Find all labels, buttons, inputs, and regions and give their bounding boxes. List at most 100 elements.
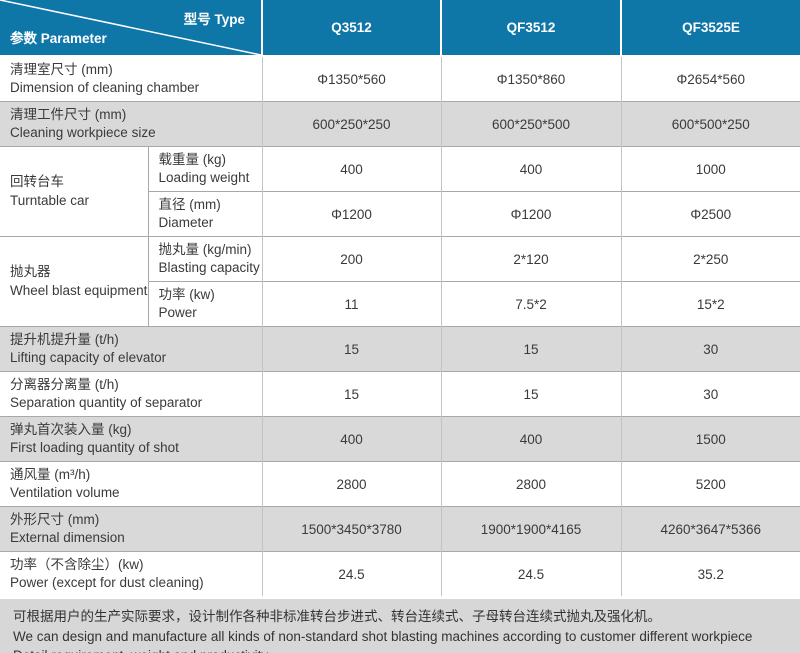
param-sublabel-cell: 抛丸量 (kg/min) Blasting capacity: [147, 236, 262, 282]
row-workpiece-size: 清理工件尺寸 (mm) Cleaning workpiece size 600*…: [0, 101, 800, 147]
spec-value-cell: 600*500*250: [620, 101, 800, 147]
param-sublabel-zh: 抛丸量 (kg/min): [158, 241, 252, 257]
spec-value-cell: 400: [261, 416, 441, 462]
spec-value-cell: Φ1200: [261, 191, 441, 237]
spec-value-cell: 400: [440, 146, 621, 192]
spec-value-cell: 1000: [620, 146, 800, 192]
row-blast-capacity: 抛丸器 Wheel blast equipment 抛丸量 (kg/min) B…: [0, 236, 800, 327]
table-corner-cell: 型号 Type 参数 Parameter: [0, 0, 263, 57]
param-sublabel-zh: 功率 (kw): [158, 286, 215, 302]
param-label-cell: 弹丸首次装入量 (kg) First loading quantity of s…: [0, 416, 262, 462]
spec-value-cell: 7.5*2: [440, 281, 621, 327]
param-label-en: External dimension: [10, 530, 125, 545]
table-header: 型号 Type 参数 Parameter Q3512 QF3512 QF3525…: [0, 0, 800, 57]
spec-value-cell: 200: [261, 236, 441, 282]
param-group-en: Wheel blast equipment: [10, 282, 148, 298]
param-label-en: Ventilation volume: [10, 485, 120, 500]
spec-value-cell: Φ1200: [440, 191, 621, 237]
spec-value-cell: 30: [620, 326, 800, 372]
row-separator-quantity: 分离器分离量 (t/h) Separation quantity of sepa…: [0, 371, 800, 417]
row-total-power: 功率（不含除尘）(kw) Power (except for dust clea…: [0, 551, 800, 596]
param-group-cell-turntable: 回转台车 Turntable car: [0, 146, 148, 237]
header-row: 型号 Type 参数 Parameter Q3512 QF3512 QF3525…: [0, 0, 800, 57]
param-label-zh: 弹丸首次装入量 (kg): [10, 421, 132, 437]
spec-value-cell: 24.5: [261, 551, 441, 596]
param-label-en: Cleaning workpiece size: [10, 125, 156, 140]
spec-value-cell: 600*250*250: [261, 101, 441, 147]
spec-value-cell: 2*250: [620, 236, 800, 282]
model-column-header-qf3525e: QF3525E: [621, 0, 800, 57]
param-group-cell-wheel-blast: 抛丸器 Wheel blast equipment: [0, 236, 148, 327]
param-label-cell: 提升机提升量 (t/h) Lifting capacity of elevato…: [0, 326, 262, 372]
param-sublabel-zh: 载重量 (kg): [158, 151, 227, 167]
spec-value-cell: 11: [261, 281, 441, 327]
spec-value-cell: 1500: [620, 416, 800, 462]
footer-note-en-2: Detail requirement, weight and productiv…: [13, 646, 787, 653]
spec-value-cell: Φ1350*860: [440, 56, 621, 102]
spec-value-cell: 400: [261, 146, 441, 192]
footer-note: 可根据用户的生产实际要求，设计制作各种非标准转台步进式、转台连续式、子母转台连续…: [0, 599, 800, 653]
row-cleaning-chamber: 清理室尺寸 (mm) Dimension of cleaning chamber…: [0, 56, 800, 102]
model-column-header-qf3512: QF3512: [441, 0, 622, 57]
param-label-zh: 通风量 (m³/h): [10, 466, 91, 482]
param-sublabel-en: Blasting capacity: [158, 260, 260, 275]
param-sublabel-en: Power: [158, 305, 197, 320]
spec-value-cell: 600*250*500: [440, 101, 621, 147]
spec-value-cell: 30: [620, 371, 800, 417]
specifications-table: 型号 Type 参数 Parameter Q3512 QF3512 QF3525…: [0, 0, 800, 596]
table-body: 清理室尺寸 (mm) Dimension of cleaning chamber…: [0, 56, 800, 596]
row-external-dimension: 外形尺寸 (mm) External dimension 1500*3450*3…: [0, 506, 800, 552]
model-column-header-q3512: Q3512: [262, 0, 442, 57]
param-label-cell: 通风量 (m³/h) Ventilation volume: [0, 461, 262, 507]
spec-value-cell: 24.5: [440, 551, 621, 596]
param-group-en: Turntable car: [10, 192, 90, 208]
param-sublabel-en: Diameter: [158, 215, 214, 230]
spec-value-cell: 15*2: [620, 281, 800, 327]
spec-value-cell: Φ2500: [620, 191, 800, 237]
parameter-header-label: 参数 Parameter: [10, 31, 107, 46]
spec-value-cell: 1900*1900*4165: [440, 506, 621, 552]
row-ventilation-volume: 通风量 (m³/h) Ventilation volume 2800 2800 …: [0, 461, 800, 507]
spec-value-cell: 15: [261, 371, 441, 417]
param-label-zh: 功率（不含除尘）(kw): [10, 556, 144, 572]
param-label-en: Power (except for dust cleaning): [10, 575, 204, 590]
param-label-zh: 清理工件尺寸 (mm): [10, 106, 127, 122]
row-blast-power: 功率 (kw) Power 11 7.5*2 15*2: [0, 281, 800, 327]
spec-value-cell: 4260*3647*5366: [620, 506, 800, 552]
diagonal-divider: [0, 0, 261, 55]
param-sublabel-zh: 直径 (mm): [158, 196, 221, 212]
spec-value-cell: 15: [440, 326, 621, 372]
param-label-zh: 清理室尺寸 (mm): [10, 61, 113, 77]
footer-note-en-1: We can design and manufacture all kinds …: [13, 628, 753, 644]
param-sublabel-en: Loading weight: [158, 170, 250, 185]
param-label-zh: 外形尺寸 (mm): [10, 511, 100, 527]
footer-note-zh: 可根据用户的生产实际要求，设计制作各种非标准转台步进式、转台连续式、子母转台连续…: [13, 609, 661, 624]
spec-value-cell: 2800: [261, 461, 441, 507]
spec-value-cell: 15: [440, 371, 621, 417]
spec-value-cell: 400: [440, 416, 621, 462]
spec-value-cell: 35.2: [620, 551, 800, 596]
param-label-cell: 清理工件尺寸 (mm) Cleaning workpiece size: [0, 101, 262, 147]
param-label-cell: 分离器分离量 (t/h) Separation quantity of sepa…: [0, 371, 262, 417]
spec-value-cell: 2800: [440, 461, 621, 507]
row-turntable-loading-weight: 回转台车 Turntable car 载重量 (kg) Loading weig…: [0, 146, 800, 237]
spec-value-cell: Φ2654*560: [620, 56, 800, 102]
param-label-cell: 功率（不含除尘）(kw) Power (except for dust clea…: [0, 551, 262, 596]
param-label-en: Separation quantity of separator: [10, 395, 203, 410]
param-label-zh: 提升机提升量 (t/h): [10, 331, 119, 347]
param-label-en: Lifting capacity of elevator: [10, 350, 167, 365]
spec-value-cell: 5200: [620, 461, 800, 507]
spec-value-cell: 15: [261, 326, 441, 372]
spec-value-cell: 2*120: [440, 236, 621, 282]
row-elevator-capacity: 提升机提升量 (t/h) Lifting capacity of elevato…: [0, 326, 800, 372]
param-label-en: Dimension of cleaning chamber: [10, 80, 200, 95]
spec-value-cell: 1500*3450*3780: [261, 506, 441, 552]
param-sublabel-cell: 载重量 (kg) Loading weight: [147, 146, 262, 192]
type-header-label: 型号 Type: [183, 12, 245, 27]
param-group-zh: 回转台车: [10, 174, 64, 190]
param-label-en: First loading quantity of shot: [10, 440, 179, 455]
param-label-cell: 清理室尺寸 (mm) Dimension of cleaning chamber: [0, 56, 262, 102]
row-turntable-diameter: 直径 (mm) Diameter Φ1200 Φ1200 Φ2500: [0, 191, 800, 237]
param-label-cell: 外形尺寸 (mm) External dimension: [0, 506, 262, 552]
